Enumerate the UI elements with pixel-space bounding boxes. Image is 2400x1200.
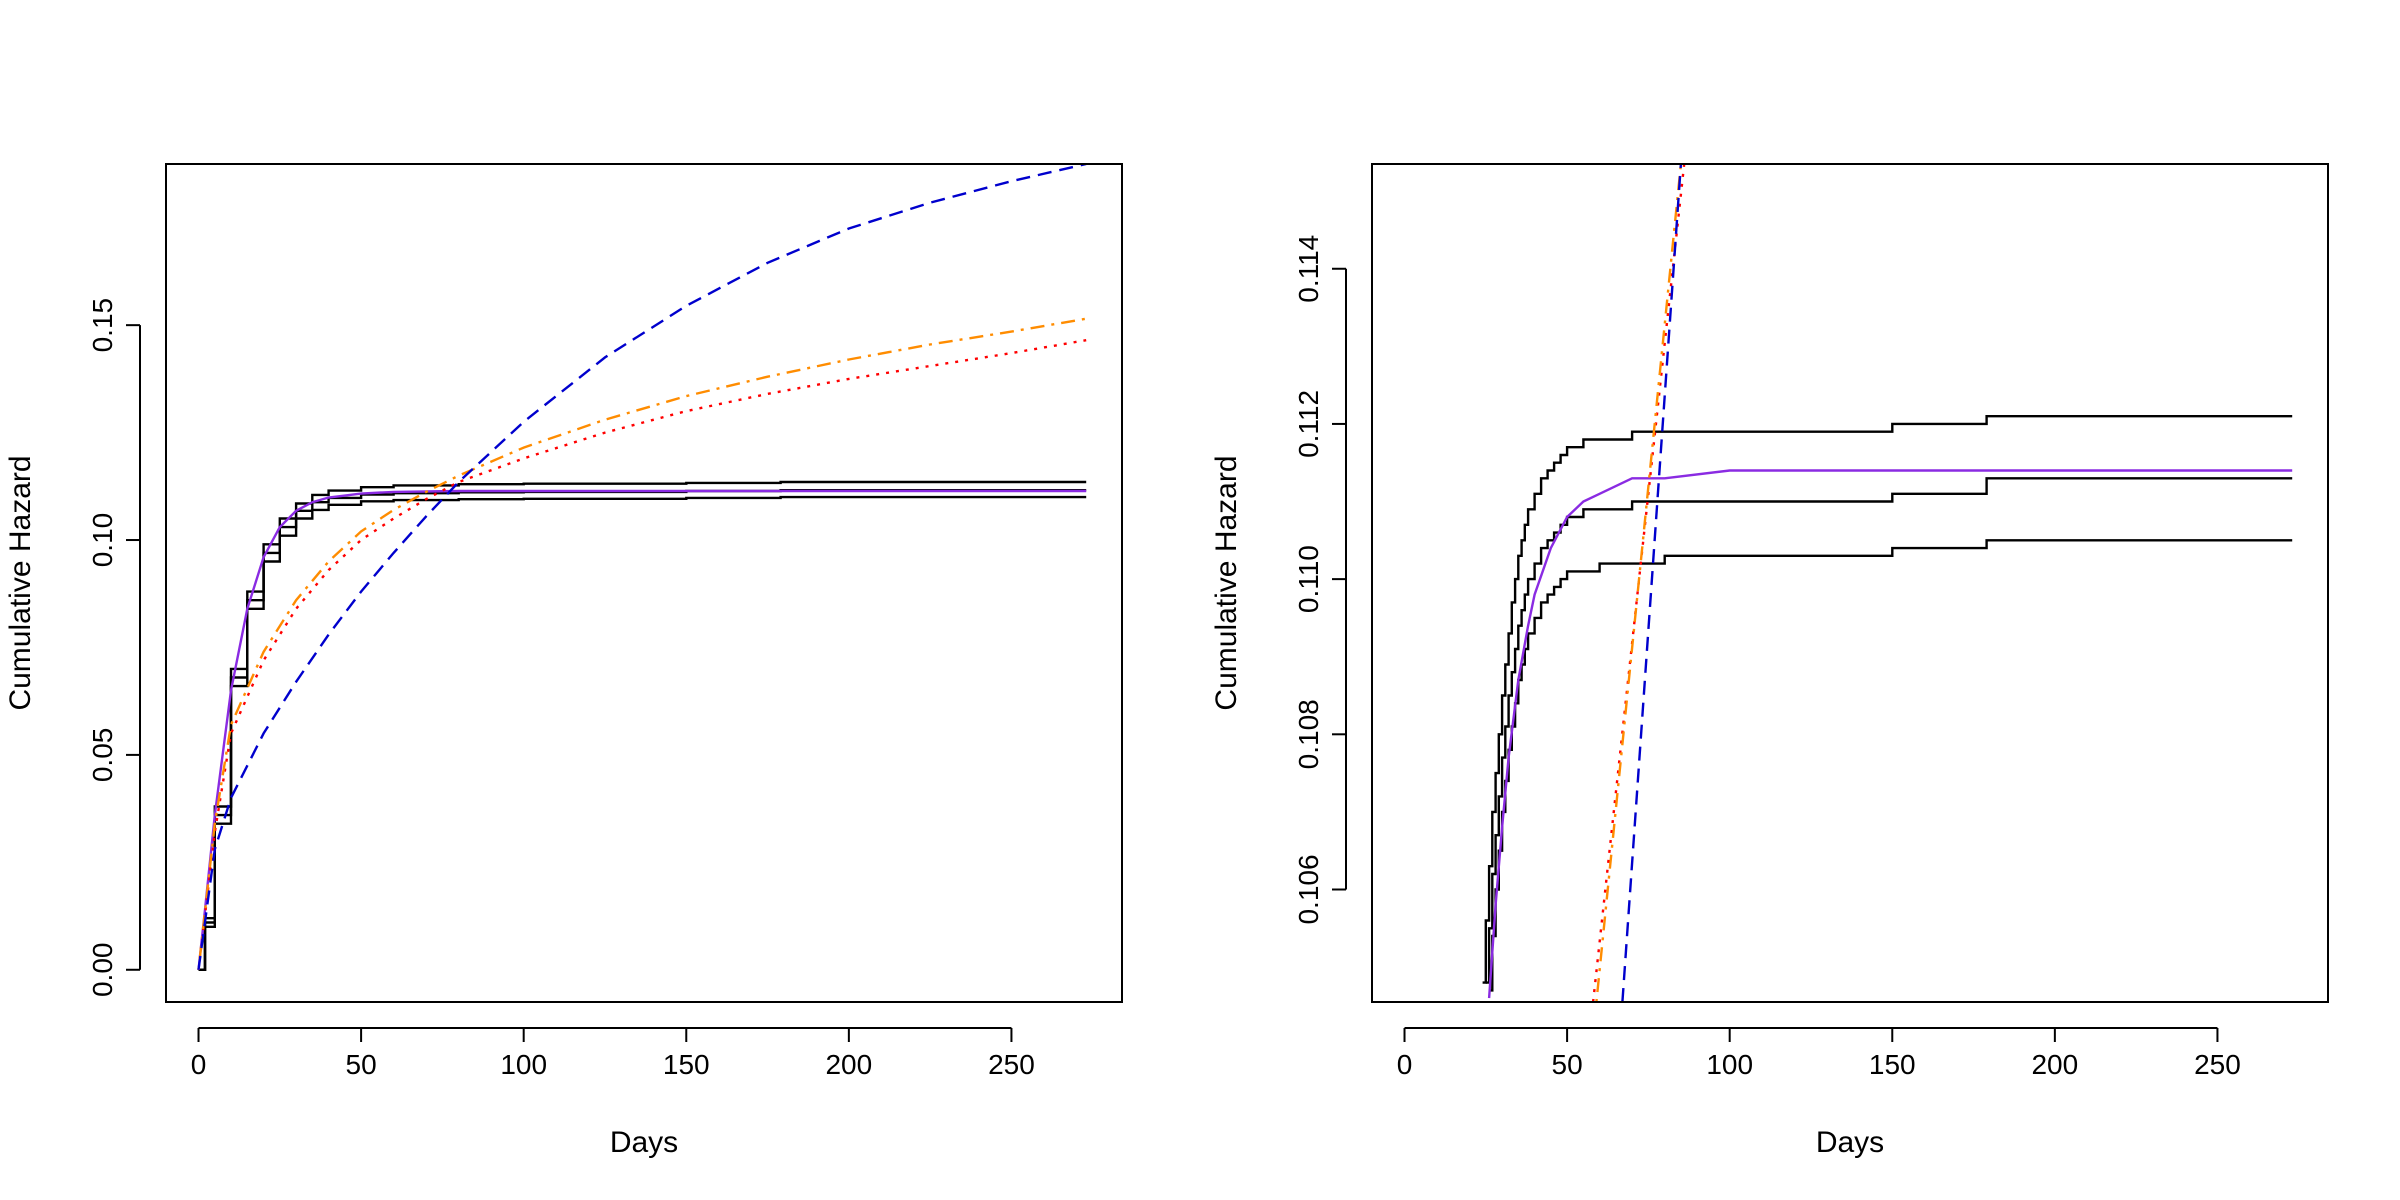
plot-frame: [1371, 163, 2329, 1003]
y-tick-label: 0.112: [1293, 390, 1324, 458]
y-tick-label: 0.00: [87, 943, 118, 998]
plot-frame: [165, 163, 1123, 1003]
x-tick-label: 50: [346, 1049, 377, 1080]
y-axis-title: Cumulative Hazard: [1210, 455, 1243, 710]
y-axis: 0.00 0.05 0.10 0.15 Cumulative Hazard: [4, 298, 141, 998]
fitted-curve-line: [197, 317, 1087, 970]
estimate-step-line: [1489, 539, 2293, 992]
x-tick-label: 150: [663, 1049, 710, 1080]
estimate-step-line: [198, 489, 1087, 971]
fitted-curve-line: [1621, 164, 1683, 1002]
y-tick-label: 0.108: [1293, 699, 1324, 769]
fitted-curve-line: [1487, 469, 2293, 999]
fitted-curve-line: [197, 339, 1087, 970]
x-tick-label: 0: [1397, 1049, 1413, 1080]
x-tick-label: 0: [191, 1049, 207, 1080]
x-tick-label: 250: [2194, 1049, 2241, 1080]
fitted-curve-line: [197, 164, 1087, 970]
y-tick-label: 0.05: [87, 728, 118, 783]
y-axis-title: Cumulative Hazard: [4, 455, 37, 710]
x-tick-label: 100: [500, 1049, 547, 1080]
x-axis: 0 50 100 150 200 250 Days: [1397, 1027, 2241, 1159]
y-tick-label: 0.110: [1293, 545, 1324, 613]
y-tick-label: 0.15: [87, 298, 118, 353]
series-group: [197, 164, 1087, 971]
estimate-step-line: [1482, 415, 2293, 984]
x-tick-label: 150: [1869, 1049, 1916, 1080]
y-tick-label: 0.10: [87, 513, 118, 568]
fitted-curve-line: [197, 489, 1087, 970]
right-panel: 0 50 100 150 200 250Days0.1060.1080.1100.1120…: [1210, 163, 2329, 1159]
x-axis-title: Days: [610, 1126, 678, 1159]
y-axis: 0.106 0.108 0.110 0.112 0.114 Cumulative Haza…: [1210, 235, 1347, 925]
series-group: [1482, 164, 2293, 1002]
x-tick-label: 200: [825, 1049, 872, 1080]
y-tick-label: 0.114: [1293, 235, 1324, 303]
estimate-step-line: [198, 495, 1087, 971]
x-tick-label: 250: [988, 1049, 1035, 1080]
fitted-curve-line: [1595, 164, 1683, 1002]
estimate-step-line: [198, 480, 1087, 971]
estimate-step-line: [1485, 477, 2293, 984]
x-tick-label: 50: [1552, 1049, 1583, 1080]
left-panel: 0 50 100 150 200 250 Days 0.00 0.05 0.10 0.15 Cumul…: [4, 163, 1123, 1159]
x-tick-label: 100: [1706, 1049, 1753, 1080]
x-axis-title: Days: [1816, 1126, 1884, 1159]
x-axis: 0 50 100 150 200 250 Days: [191, 1027, 1035, 1159]
x-tick-label: 200: [2031, 1049, 2078, 1080]
y-tick-label: 0.106: [1293, 854, 1324, 924]
